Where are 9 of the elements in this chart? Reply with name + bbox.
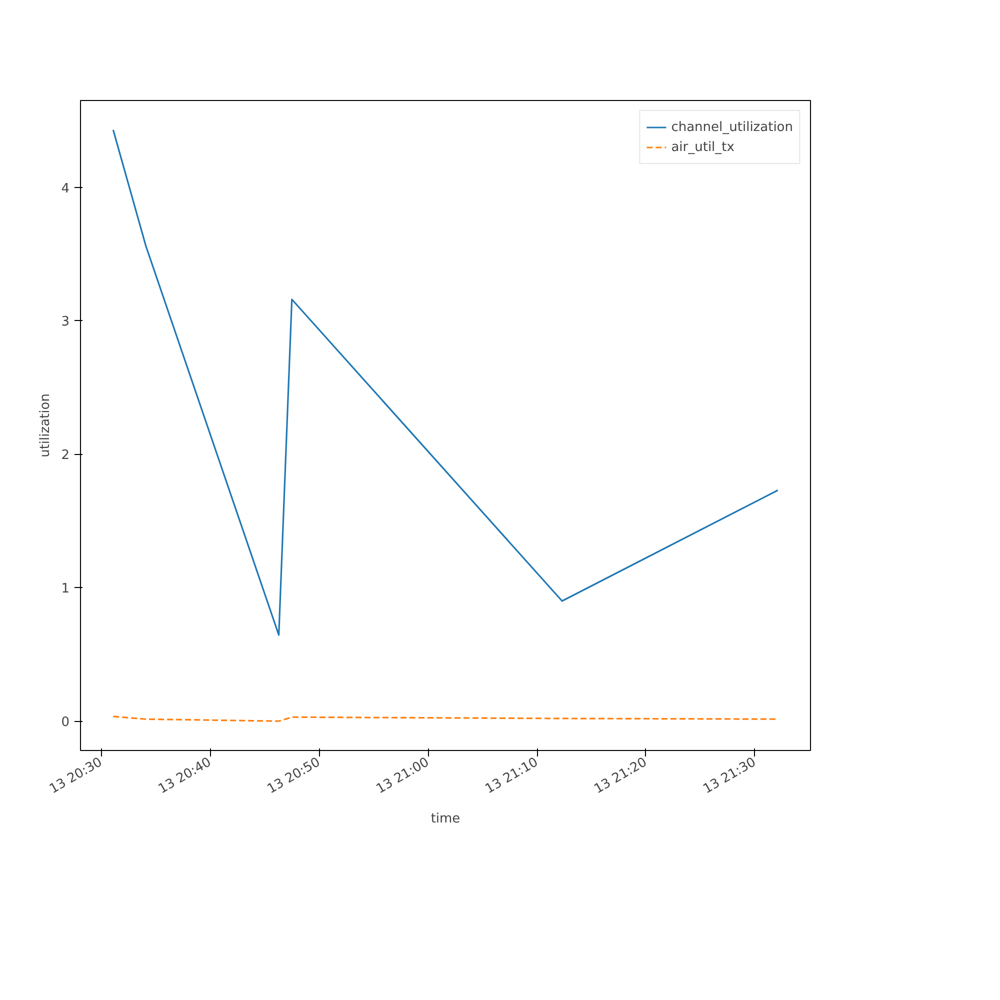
x-axis-title: time <box>430 812 460 827</box>
y-tick-label: 3 <box>61 314 70 330</box>
y-axis-title: utilization <box>38 394 54 458</box>
y-tick-label: 1 <box>61 582 70 597</box>
legend-label: channel_utilization <box>671 120 793 134</box>
legend-label: air_util_tx <box>671 140 734 154</box>
y-tick-label: 2 <box>61 448 70 464</box>
y-tick-label: 4 <box>61 181 70 196</box>
y-tick-label: 0 <box>61 715 70 730</box>
